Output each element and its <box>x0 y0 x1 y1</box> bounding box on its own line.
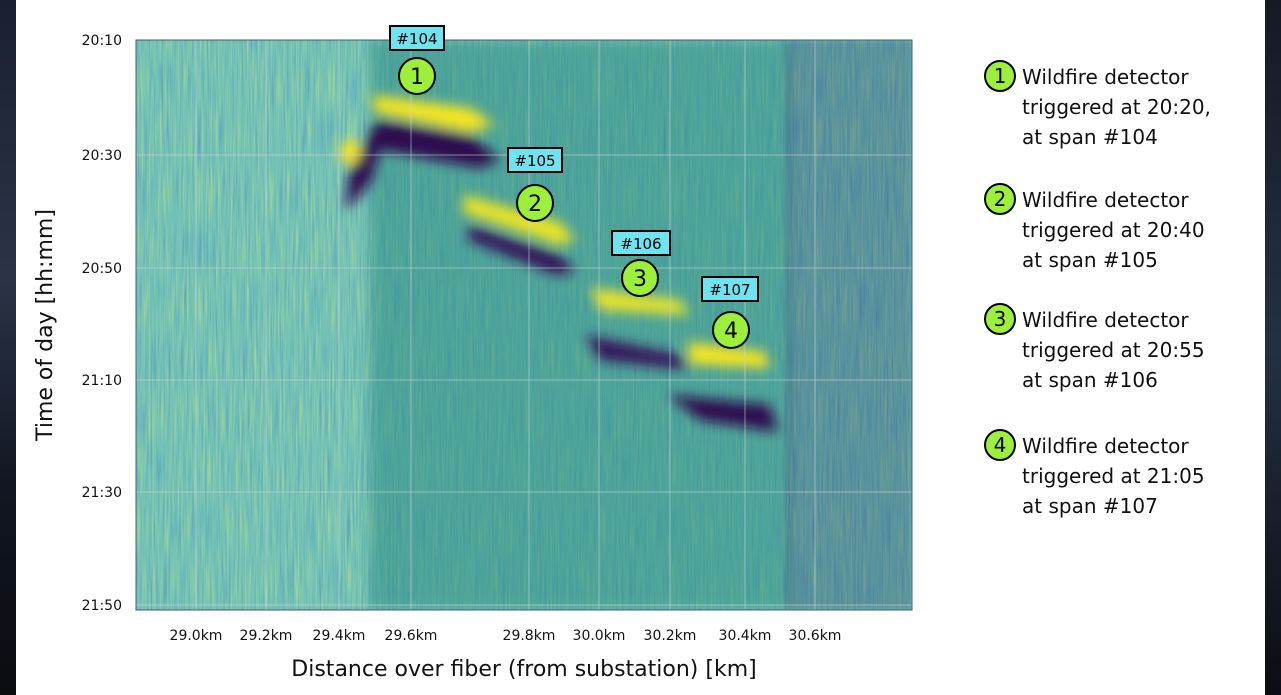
event-marker-circle <box>712 311 750 349</box>
legend: 1 Wildfire detector triggered at 20:20, at … <box>984 60 1211 518</box>
x-tick-label: 30.2km <box>644 628 697 644</box>
y-tick-label: 21:10 <box>82 373 122 389</box>
legend-marker-circle <box>984 183 1016 215</box>
event-marker-circle <box>398 57 436 95</box>
legend-marker-circle <box>984 303 1016 335</box>
event-marker-number: 3 <box>633 267 647 292</box>
legend-text-line: at span #105 <box>1022 248 1158 272</box>
streak-106-bright <box>590 288 690 315</box>
heatmap-area <box>136 40 912 610</box>
legend-marker-number: 3 <box>994 307 1007 331</box>
legend-text-line: at span #106 <box>1022 368 1158 392</box>
legend-marker-circle <box>984 429 1016 461</box>
x-tick-label: 29.8km <box>503 628 556 644</box>
event-marker-number: 4 <box>724 319 738 344</box>
span-label-box <box>701 276 759 302</box>
legend-text-line: Wildfire detector <box>1022 188 1189 212</box>
y-axis-label: Time of day [hh:mm] <box>33 209 58 442</box>
legend-text-line: triggered at 20:20, <box>1022 95 1211 119</box>
x-tick-label: 29.2km <box>240 628 293 644</box>
legend-text-line: at span #107 <box>1022 494 1158 518</box>
event-streaks <box>340 95 778 432</box>
span-label-text: #105 <box>514 152 555 170</box>
legend-marker-circle <box>984 60 1016 92</box>
streak-104-dark <box>345 120 500 210</box>
event-marker-number: 1 <box>410 65 424 90</box>
streak-107-dark <box>668 395 778 432</box>
span-label-text: #104 <box>396 30 437 48</box>
y-tick-label: 21:30 <box>82 485 122 501</box>
y-tick-label: 21:50 <box>82 598 122 614</box>
y-tick-label: 20:30 <box>82 148 122 164</box>
heatmap-noisy-strip <box>785 40 912 610</box>
x-tick-label: 30.4km <box>719 628 772 644</box>
streak-104-bright <box>372 95 495 132</box>
streak-105-dark <box>468 225 575 275</box>
streak-106-dark <box>585 335 690 370</box>
legend-text-line: triggered at 20:40 <box>1022 218 1205 242</box>
x-tick-label: 29.6km <box>385 628 438 644</box>
legend-marker-number: 4 <box>994 433 1007 457</box>
legend-marker-number: 1 <box>994 64 1007 88</box>
span-label-box <box>507 147 563 173</box>
x-axis-label: Distance over fiber (from substation) [k… <box>291 657 756 682</box>
y-tick-labels: 20:10 20:30 20:50 21:10 21:30 21:50 <box>82 33 122 614</box>
x-tick-label: 30.0km <box>573 628 626 644</box>
span-label-box <box>389 25 445 51</box>
x-tick-labels: 29.0km 29.2km 29.4km 29.6km 29.8km 30.0km 30.2… <box>170 628 842 644</box>
span-label-text: #107 <box>709 281 750 299</box>
x-tick-label: 29.0km <box>170 628 223 644</box>
legend-text-line: triggered at 20:55 <box>1022 338 1205 362</box>
x-tick-label: 29.4km <box>313 628 366 644</box>
y-tick-label: 20:50 <box>82 261 122 277</box>
span-label-box <box>611 230 671 256</box>
event-marker-number: 2 <box>528 192 542 217</box>
legend-text-line: triggered at 21:05 <box>1022 464 1205 488</box>
legend-text-line: Wildfire detector <box>1022 434 1189 458</box>
chart-event-markers: #104 1 #105 2 #106 3 #107 4 <box>389 25 759 349</box>
y-tick-label: 20:10 <box>82 33 122 49</box>
streak-105-bright <box>462 195 575 245</box>
event-marker-circle <box>621 259 659 297</box>
event-marker-circle <box>516 184 554 222</box>
legend-text-line: at span #104 <box>1022 125 1158 149</box>
legend-text-line: Wildfire detector <box>1022 65 1189 89</box>
legend-marker-number: 2 <box>994 187 1007 211</box>
legend-text-line: Wildfire detector <box>1022 308 1189 332</box>
background-edge-left <box>0 0 16 695</box>
streak-104-spot <box>340 140 360 164</box>
plot-border <box>135 39 913 611</box>
span-label-text: #106 <box>620 235 661 253</box>
streak-107-bright <box>688 342 770 368</box>
background-edge-right <box>1265 0 1281 695</box>
x-tick-label: 30.6km <box>789 628 842 644</box>
